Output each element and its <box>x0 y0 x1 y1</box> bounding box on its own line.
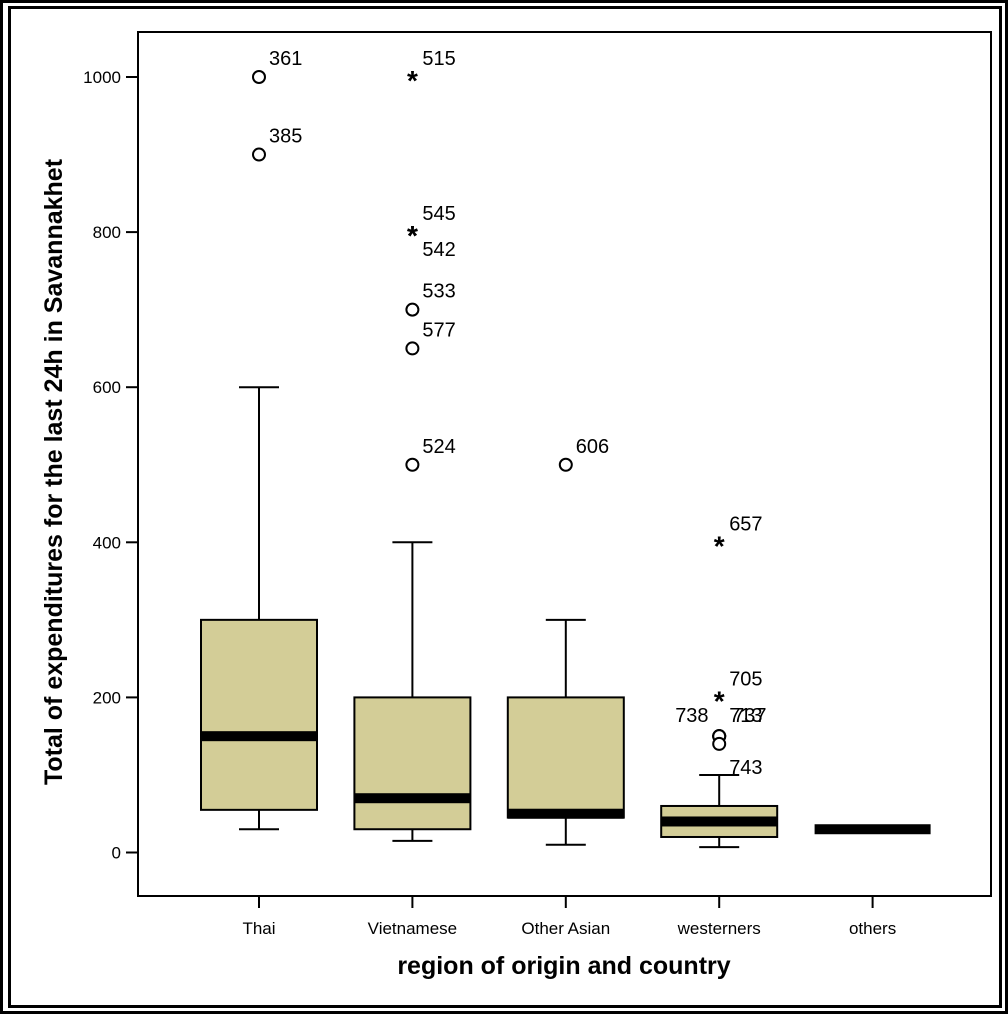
iqr-box <box>200 618 318 811</box>
outlier-label: 737 <box>733 705 766 727</box>
y-axis-title: Total of expenditures for the last 24h i… <box>40 158 68 785</box>
outlier-star-marker: * <box>714 530 725 561</box>
y-tick-label: 400 <box>93 533 121 552</box>
y-tick-label: 0 <box>112 844 121 863</box>
median-line <box>354 793 471 804</box>
iqr-box <box>353 696 472 831</box>
y-tick-label: 200 <box>93 688 121 707</box>
outlier-label: 738 <box>675 705 708 727</box>
outlier-label: 385 <box>269 126 302 148</box>
outlier-circle-marker <box>405 341 420 356</box>
boxes-layer <box>200 386 931 849</box>
outlier-point: 577 <box>405 319 456 356</box>
outlier-label: 577 <box>422 319 455 341</box>
outlier-label: 705 <box>729 668 762 690</box>
outlier-point: * 542 <box>407 220 456 261</box>
y-tick-label: 600 <box>93 378 121 397</box>
outlier-star-marker: * <box>407 220 418 251</box>
x-category-label: westerners <box>677 919 761 938</box>
outlier-point: 533 <box>405 281 456 317</box>
outlier-star-marker: * <box>407 65 418 96</box>
outlier-label: 361 <box>269 48 302 70</box>
median-line <box>201 731 317 742</box>
outlier-label: 524 <box>422 436 455 458</box>
outlier-label: 657 <box>729 513 762 535</box>
outlier-point: *545 <box>407 203 456 251</box>
outlier-label: 606 <box>576 436 609 458</box>
box-vietnamese <box>353 541 472 842</box>
box-others <box>814 824 931 835</box>
outlier-point: 737 <box>712 705 767 744</box>
x-category-label: others <box>849 919 896 938</box>
y-tick-label: 1000 <box>83 68 121 87</box>
box-other-asian <box>506 618 625 846</box>
box-thai <box>200 386 318 831</box>
median-line <box>507 808 624 819</box>
outlier-label: 533 <box>422 281 455 303</box>
outlier-point: 524 <box>405 436 456 472</box>
outlier-point: *705 <box>714 668 763 716</box>
outlier-label: 542 <box>422 239 455 261</box>
x-axis-title: region of origin and country <box>397 952 730 980</box>
outlier-circle-marker <box>712 736 727 751</box>
median-line <box>661 816 778 827</box>
outlier-star-marker: * <box>714 685 725 716</box>
outlier-label: 743 <box>729 757 762 779</box>
plot-area <box>137 31 992 897</box>
x-category-label: Thai <box>242 919 275 938</box>
median-line <box>814 824 931 835</box>
outlier-star-marker: * <box>407 220 418 251</box>
outlier-point: 361 <box>252 48 302 84</box>
outlier-label: 545 <box>422 203 455 225</box>
outlier-point: 385 <box>252 126 302 162</box>
y-tick-label: 800 <box>93 223 121 242</box>
outlier-circle-marker <box>252 147 266 162</box>
outlier-circle-marker <box>405 302 420 317</box>
outlier-point: 606 <box>558 436 609 472</box>
y-axis: 0 200 400 600 800 1000 <box>83 68 138 863</box>
box-westerners <box>660 773 779 849</box>
iqr-box <box>506 696 625 819</box>
outlier-circle-marker <box>252 70 266 84</box>
x-axis: Thai Vietnamese Other Asian westerners other… <box>242 896 896 938</box>
x-category-label: Other Asian <box>521 919 610 938</box>
outlier-point: 743 <box>712 736 763 779</box>
x-category-label: Vietnamese <box>368 919 457 938</box>
inner-frame <box>8 6 1002 1008</box>
outlier-circle-marker <box>558 457 573 472</box>
outlier-point: *515 <box>407 48 456 96</box>
outlier-label: 515 <box>422 48 455 70</box>
outlier-circle-marker <box>405 457 420 472</box>
outlier-label: 713 <box>729 705 762 727</box>
outlier-point: *657 <box>714 513 763 561</box>
